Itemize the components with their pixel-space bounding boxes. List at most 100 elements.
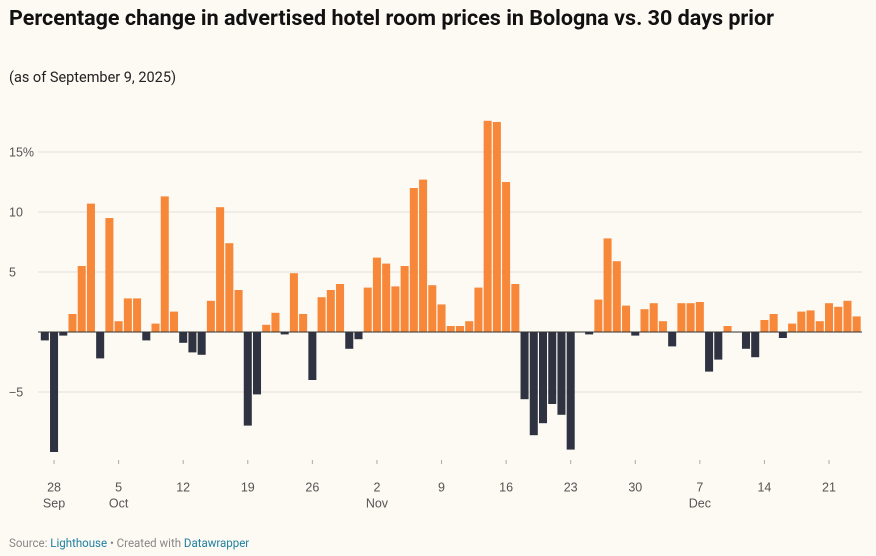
bar bbox=[289, 273, 298, 332]
x-tick-label: 28 bbox=[47, 480, 61, 494]
bar bbox=[188, 332, 197, 353]
credit-link[interactable]: Datawrapper bbox=[183, 536, 250, 550]
bar bbox=[336, 284, 345, 332]
bar bbox=[492, 122, 501, 332]
bar bbox=[843, 300, 852, 332]
bar bbox=[594, 299, 603, 332]
bar bbox=[548, 332, 557, 404]
bar bbox=[815, 321, 824, 332]
bar bbox=[455, 326, 464, 332]
x-tick-label: 30 bbox=[628, 480, 642, 494]
x-month-label: Dec bbox=[689, 496, 711, 510]
bar bbox=[557, 332, 566, 415]
bar bbox=[622, 305, 631, 332]
bar bbox=[234, 290, 243, 332]
bar bbox=[409, 188, 418, 332]
bar bbox=[538, 332, 548, 424]
bar bbox=[400, 266, 409, 332]
bar bbox=[446, 326, 455, 332]
bar bbox=[741, 332, 750, 349]
bar bbox=[326, 290, 335, 332]
bar bbox=[299, 314, 308, 332]
bar bbox=[502, 182, 511, 332]
bar bbox=[603, 238, 612, 332]
footer: Source: Lighthouse • Created with Datawr… bbox=[9, 536, 249, 550]
bar bbox=[59, 332, 68, 336]
bar bbox=[511, 284, 520, 332]
bar bbox=[133, 298, 142, 332]
bar bbox=[769, 314, 778, 332]
bar bbox=[474, 287, 483, 332]
chart: −5 5 10 15% 28 Sep 5 Oct 12 19 26 2 Nov 9 16 23 30 7 Dec 14… bbox=[9, 120, 862, 510]
bar bbox=[419, 179, 428, 332]
bar bbox=[695, 302, 704, 332]
bar bbox=[751, 332, 760, 358]
credit-label: • Created with bbox=[107, 536, 184, 550]
bar bbox=[483, 120, 492, 332]
bar bbox=[677, 303, 686, 332]
x-tick-label: 5 bbox=[115, 480, 122, 494]
bar bbox=[714, 332, 723, 360]
chart-title: Percentage change in advertised hotel ro… bbox=[9, 6, 774, 31]
bar bbox=[788, 323, 797, 332]
x-tick-label: 9 bbox=[438, 480, 445, 494]
x-tick-label: 26 bbox=[305, 480, 319, 494]
bar bbox=[317, 297, 326, 332]
bar bbox=[529, 332, 538, 436]
bar bbox=[520, 332, 529, 400]
bar bbox=[585, 332, 594, 335]
bar bbox=[197, 332, 206, 355]
source-label: Source: bbox=[9, 536, 51, 550]
bar bbox=[151, 323, 160, 332]
y-tick-label: 15% bbox=[9, 145, 34, 159]
bar bbox=[797, 311, 806, 332]
bar bbox=[834, 306, 843, 332]
bar bbox=[658, 321, 667, 332]
x-month-label: Oct bbox=[109, 496, 129, 510]
bar bbox=[243, 332, 252, 426]
bar bbox=[225, 243, 234, 332]
bar bbox=[123, 298, 132, 332]
bar bbox=[179, 332, 188, 343]
bar bbox=[271, 312, 280, 332]
x-tick-label: 21 bbox=[822, 480, 836, 494]
bar bbox=[465, 321, 474, 332]
bar bbox=[391, 286, 400, 332]
x-tick-label: 23 bbox=[564, 480, 578, 494]
bar bbox=[649, 303, 658, 332]
bar bbox=[206, 300, 215, 332]
chart-subtitle: (as of September 9, 2025) bbox=[9, 69, 177, 86]
source-link[interactable]: Lighthouse bbox=[50, 536, 108, 550]
bar bbox=[308, 332, 317, 380]
bar bbox=[262, 324, 271, 332]
bar bbox=[668, 332, 677, 347]
x-tick-label: 19 bbox=[241, 480, 255, 494]
bar bbox=[428, 285, 437, 332]
bar bbox=[760, 320, 769, 332]
y-tick-label: −5 bbox=[9, 385, 23, 399]
bar bbox=[142, 332, 151, 341]
bar bbox=[686, 303, 695, 332]
bar bbox=[114, 321, 123, 332]
bar bbox=[382, 263, 391, 332]
bar bbox=[612, 261, 621, 332]
x-month-label: Nov bbox=[366, 496, 389, 510]
bar bbox=[160, 196, 169, 332]
bar bbox=[252, 332, 262, 395]
bar bbox=[363, 287, 372, 332]
bar bbox=[354, 332, 363, 340]
x-tick-label: 2 bbox=[373, 480, 380, 494]
bar bbox=[68, 314, 77, 332]
bar bbox=[437, 304, 446, 332]
bar bbox=[77, 266, 86, 332]
bar bbox=[280, 332, 289, 335]
y-tick-label: 5 bbox=[9, 265, 16, 279]
bar bbox=[852, 316, 861, 332]
bar bbox=[50, 332, 59, 452]
x-tick-label: 12 bbox=[176, 480, 190, 494]
x-tick-label: 7 bbox=[696, 480, 703, 494]
bar bbox=[86, 203, 95, 332]
bar bbox=[105, 218, 114, 332]
bar bbox=[216, 207, 225, 332]
